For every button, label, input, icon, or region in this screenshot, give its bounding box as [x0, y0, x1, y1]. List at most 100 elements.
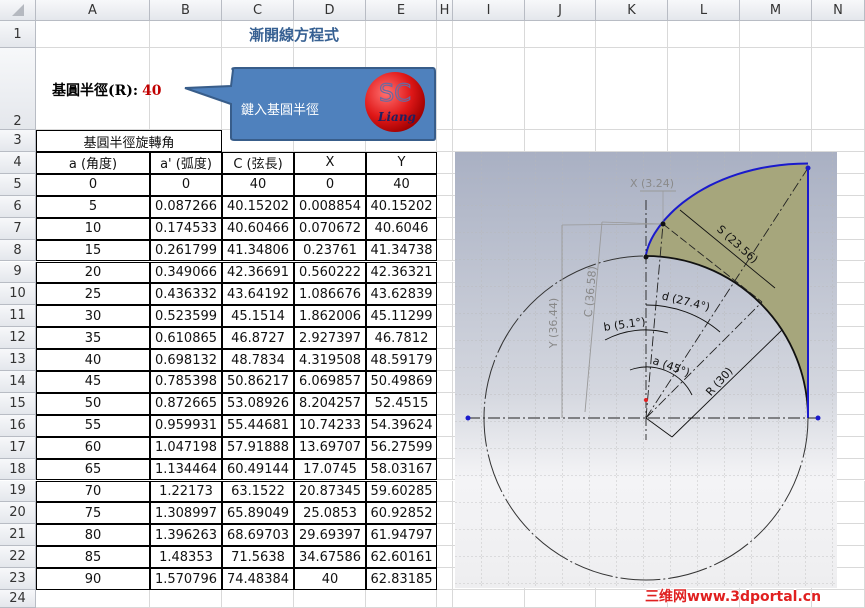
table-cell[interactable]: 71.5638: [222, 546, 294, 569]
table-cell[interactable]: 62.83185: [366, 568, 437, 590]
cell[interactable]: [437, 414, 453, 437]
column-header-n[interactable]: N: [812, 0, 865, 21]
table-cell[interactable]: 6.069857: [294, 371, 366, 393]
table-cell[interactable]: 35: [36, 327, 150, 350]
table-cell[interactable]: 62.60161: [366, 546, 437, 569]
table-cell[interactable]: 59.60285: [366, 480, 437, 503]
row-header-11[interactable]: 11: [0, 305, 36, 328]
table-cell[interactable]: 43.64192: [222, 283, 294, 306]
cell[interactable]: [453, 130, 525, 152]
cell[interactable]: [437, 327, 453, 350]
table-cell[interactable]: 1.134464: [150, 458, 222, 481]
table-cell[interactable]: 1.862006: [294, 305, 366, 328]
table-cell[interactable]: 20: [36, 261, 150, 284]
cell[interactable]: [437, 261, 453, 284]
row-header-6[interactable]: 6: [0, 195, 36, 218]
row-header-15[interactable]: 15: [0, 392, 36, 415]
cell[interactable]: [222, 21, 294, 48]
cell[interactable]: [596, 130, 668, 152]
row-header-13[interactable]: 13: [0, 349, 36, 371]
table-cell[interactable]: 40.15202: [366, 195, 437, 218]
cell[interactable]: [222, 590, 294, 608]
cell[interactable]: [294, 21, 366, 48]
table-cell[interactable]: 10.74233: [294, 414, 366, 437]
table-cell[interactable]: 60: [36, 436, 150, 459]
table-cell[interactable]: 40: [366, 173, 437, 196]
cell[interactable]: [366, 130, 437, 152]
table-cell[interactable]: 41.34738: [366, 239, 437, 262]
table-cell[interactable]: 42.36321: [366, 261, 437, 284]
table-cell[interactable]: 0: [150, 173, 222, 196]
cell[interactable]: [437, 349, 453, 371]
row-header-22[interactable]: 22: [0, 546, 36, 569]
table-cell[interactable]: 48.59179: [366, 349, 437, 371]
cell[interactable]: [437, 436, 453, 459]
table-cell[interactable]: 0.174533: [150, 217, 222, 240]
table-cell[interactable]: 46.7812: [366, 327, 437, 350]
table-header-cell[interactable]: Y: [366, 152, 437, 174]
cell[interactable]: [437, 568, 453, 590]
table-cell[interactable]: 45.11299: [366, 305, 437, 328]
row-header-14[interactable]: 14: [0, 371, 36, 393]
cell[interactable]: [150, 21, 222, 48]
cell[interactable]: [437, 48, 453, 130]
cell[interactable]: [36, 590, 150, 608]
table-header-cell[interactable]: a' (弧度): [150, 152, 222, 174]
table-cell[interactable]: 13.69707: [294, 436, 366, 459]
table-header-cell[interactable]: a (角度): [36, 152, 150, 174]
row-header-2[interactable]: 2: [0, 48, 36, 130]
cell[interactable]: [596, 48, 668, 130]
table-cell[interactable]: 25: [36, 283, 150, 306]
callout-shape[interactable]: SC Liang: [183, 66, 438, 146]
table-cell[interactable]: 1.22173: [150, 480, 222, 503]
table-cell[interactable]: 1.047198: [150, 436, 222, 459]
row-header-7[interactable]: 7: [0, 217, 36, 240]
cell[interactable]: [812, 130, 865, 152]
table-cell[interactable]: 0.23761: [294, 239, 366, 262]
cell[interactable]: [453, 590, 525, 608]
row-header-8[interactable]: 8: [0, 239, 36, 262]
table-cell[interactable]: 45.1514: [222, 305, 294, 328]
table-cell[interactable]: 0.349066: [150, 261, 222, 284]
cell[interactable]: [437, 524, 453, 547]
table-cell[interactable]: 40: [294, 568, 366, 590]
cell[interactable]: [366, 590, 437, 608]
table-cell[interactable]: 68.69703: [222, 524, 294, 547]
table-cell[interactable]: 1.086676: [294, 283, 366, 306]
table-cell[interactable]: 50.49869: [366, 371, 437, 393]
cell[interactable]: [437, 371, 453, 393]
cell[interactable]: [525, 590, 596, 608]
group-header-cell[interactable]: 基圓半徑旋轉角: [36, 130, 222, 152]
table-cell[interactable]: 1.570796: [150, 568, 222, 590]
table-cell[interactable]: 65: [36, 458, 150, 481]
table-cell[interactable]: 40: [36, 349, 150, 371]
table-cell[interactable]: 70: [36, 480, 150, 503]
row-header-3[interactable]: 3: [0, 130, 36, 152]
table-cell[interactable]: 0.610865: [150, 327, 222, 350]
table-cell[interactable]: 2.927397: [294, 327, 366, 350]
table-cell[interactable]: 60.92852: [366, 502, 437, 525]
cell[interactable]: [525, 130, 596, 152]
table-cell[interactable]: 0.959931: [150, 414, 222, 437]
row-header-10[interactable]: 10: [0, 283, 36, 306]
table-cell[interactable]: 5: [36, 195, 150, 218]
table-header-cell[interactable]: X: [294, 152, 366, 174]
table-cell[interactable]: 65.89049: [222, 502, 294, 525]
table-cell[interactable]: 80: [36, 524, 150, 547]
table-cell[interactable]: 4.319508: [294, 349, 366, 371]
table-cell[interactable]: 63.1522: [222, 480, 294, 503]
cell[interactable]: [36, 21, 150, 48]
cell[interactable]: [437, 21, 453, 48]
table-cell[interactable]: 50.86217: [222, 371, 294, 393]
row-header-18[interactable]: 18: [0, 458, 36, 481]
table-cell[interactable]: 85: [36, 546, 150, 569]
column-header-j[interactable]: J: [525, 0, 596, 21]
radius-value-cell[interactable]: 40: [142, 83, 162, 99]
table-cell[interactable]: 50: [36, 392, 150, 415]
row-header-20[interactable]: 20: [0, 502, 36, 525]
cell[interactable]: [437, 305, 453, 328]
row-header-21[interactable]: 21: [0, 524, 36, 547]
table-cell[interactable]: 20.87345: [294, 480, 366, 503]
table-cell[interactable]: 53.08926: [222, 392, 294, 415]
column-header-m[interactable]: M: [740, 0, 812, 21]
